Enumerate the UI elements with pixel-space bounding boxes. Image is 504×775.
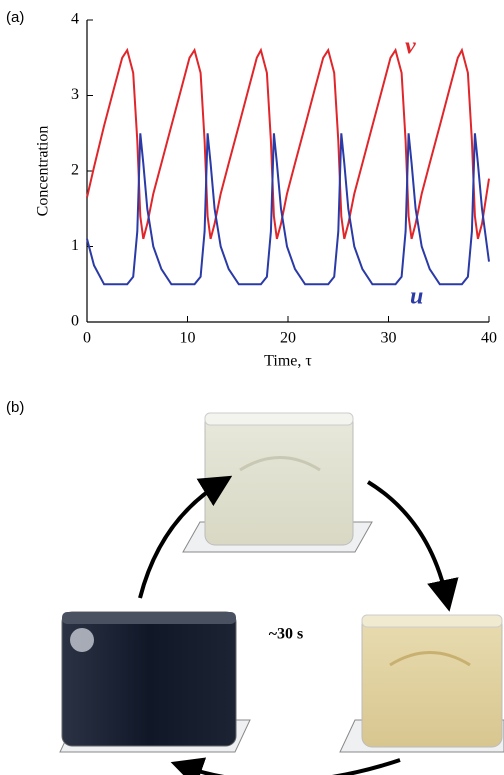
x-tick-label: 0 xyxy=(83,330,91,347)
y-tick-label: 0 xyxy=(71,313,79,330)
series-label: u xyxy=(410,284,423,310)
y-tick-label: 2 xyxy=(71,162,79,179)
photo-clear xyxy=(182,412,373,553)
y-tick-label: 1 xyxy=(71,237,79,254)
panel-label: (b) xyxy=(6,399,24,416)
series-line xyxy=(86,47,490,240)
x-axis-label: Time, τ xyxy=(264,353,312,370)
y-tick-label: 4 xyxy=(71,11,79,28)
series-label: v xyxy=(405,34,416,60)
cycle-arrows xyxy=(138,475,459,775)
photo-yellow xyxy=(339,614,504,753)
x-tick-label: 20 xyxy=(280,330,296,347)
panel-label: (a) xyxy=(6,9,24,26)
series-line xyxy=(86,133,490,286)
photo-dark xyxy=(59,611,251,753)
cycle-label: ~30 s xyxy=(269,626,304,643)
y-tick-label: 3 xyxy=(71,86,79,103)
y-axis-label: Concentration xyxy=(35,126,52,217)
x-tick-label: 30 xyxy=(381,330,397,347)
x-tick-label: 10 xyxy=(180,330,196,347)
x-tick-label: 40 xyxy=(481,330,497,347)
